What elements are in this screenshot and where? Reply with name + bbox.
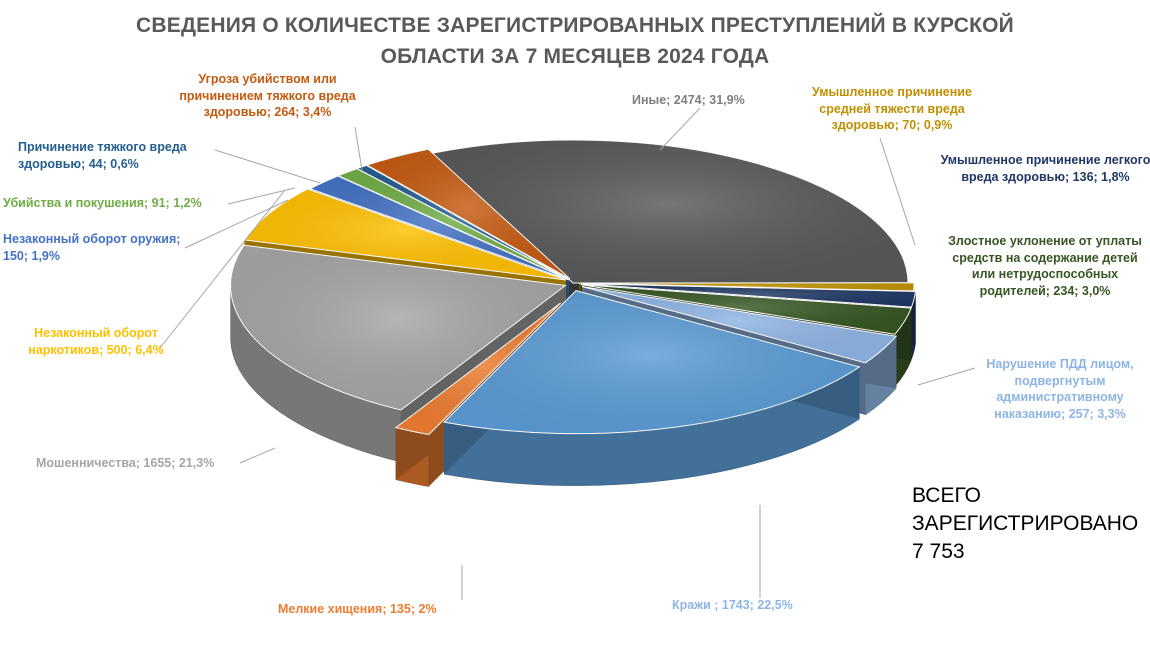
data-label-иные: Иные; 2474; 31,9% xyxy=(632,93,745,107)
data-label-мошенничества: Мошенничества; 1655; 21,3% xyxy=(36,456,215,470)
pie-slice-shade xyxy=(431,139,908,283)
pie-slice-shade xyxy=(310,176,569,280)
data-label-умышленное-причинение-легкого-вреда-здор: Умышленное причинение легкого вреда здор… xyxy=(940,153,1150,184)
leader-line-мошенничества xyxy=(239,447,276,464)
leader-line-убийства-и-покушения xyxy=(227,187,296,205)
pie-slice-shade xyxy=(367,149,570,279)
chart-title: СВЕДЕНИЯ О КОЛИЧЕСТВЕ ЗАРЕГИСТРИРОВАННЫХ… xyxy=(0,10,1150,72)
data-label-незаконный-оборот-оружия: Незаконный оборот оружия; 150; 1,9% xyxy=(3,232,181,263)
pie-slice-shade xyxy=(444,290,860,434)
leader-line-незаконный-оборот-наркотиков xyxy=(159,189,286,349)
data-label-мелкие-хищения: Мелкие хищения; 135; 2% xyxy=(278,602,437,616)
pie-slice-shade xyxy=(230,245,566,410)
chart-title-line-2: ОБЛАСТИ ЗА 7 МЕСЯЦЕВ 2024 ГОДА xyxy=(380,45,770,68)
pie-slice-shade xyxy=(357,165,570,280)
leader-line-угроза-убийством-или-причинением-тяжкого xyxy=(354,126,363,171)
pie-slice-shade xyxy=(244,189,566,281)
data-label-убийства-и-покушения: Убийства и покушения; 91; 1,2% xyxy=(3,196,202,210)
leader-line-иные xyxy=(659,107,701,151)
leader-line-незаконный-оборот-оружия xyxy=(184,199,289,249)
data-label-кражи: Кражи ; 1743; 22,5% xyxy=(672,598,793,612)
pie-slice-shade xyxy=(580,284,912,335)
leader-line-причинение-тяжкого-вреда-здоровью xyxy=(214,149,321,184)
data-label-злостное-уклонение-от-уплаты-средств-на-: Злостное уклонение от уплаты средств на … xyxy=(948,234,1142,298)
pie-slice-shade xyxy=(580,283,916,308)
pie-slice-shade xyxy=(395,303,561,435)
data-label-причинение-тяжкого-вреда-здоровью: Причинение тяжкого вреда здоровью; 44; 0… xyxy=(18,140,187,171)
pie-slice-shade xyxy=(338,168,570,280)
leader-line-нарушение-пдд-лицом-подвергнутым-админис xyxy=(917,367,976,386)
pie-slice-shade xyxy=(578,282,914,291)
data-label-незаконный-оборот-наркотиков: Незаконный оборот наркотиков; 500; 6,4% xyxy=(28,326,164,357)
leader-line-умышленное-причинение-средней-тяжести-вр xyxy=(879,137,916,246)
data-label-нарушение-пдд-лицом-подвергнутым-админис: Нарушение ПДД лицом, подвергнутым админи… xyxy=(986,357,1134,421)
pie-slice-shade xyxy=(581,286,897,363)
total-registered: ВСЕГО ЗАРЕГИСТРИРОВАНО 7 753 xyxy=(912,484,1139,563)
chart-title-line-1: СВЕДЕНИЯ О КОЛИЧЕСТВЕ ЗАРЕГИСТРИРОВАННЫХ… xyxy=(136,14,1014,37)
data-label-умышленное-причинение-средней-тяжести-вр: Умышленное причинение средней тяжести вр… xyxy=(812,85,972,132)
data-label-угроза-убийством-или-причинением-тяжкого: Угроза убийством или причинением тяжкого… xyxy=(179,72,356,119)
